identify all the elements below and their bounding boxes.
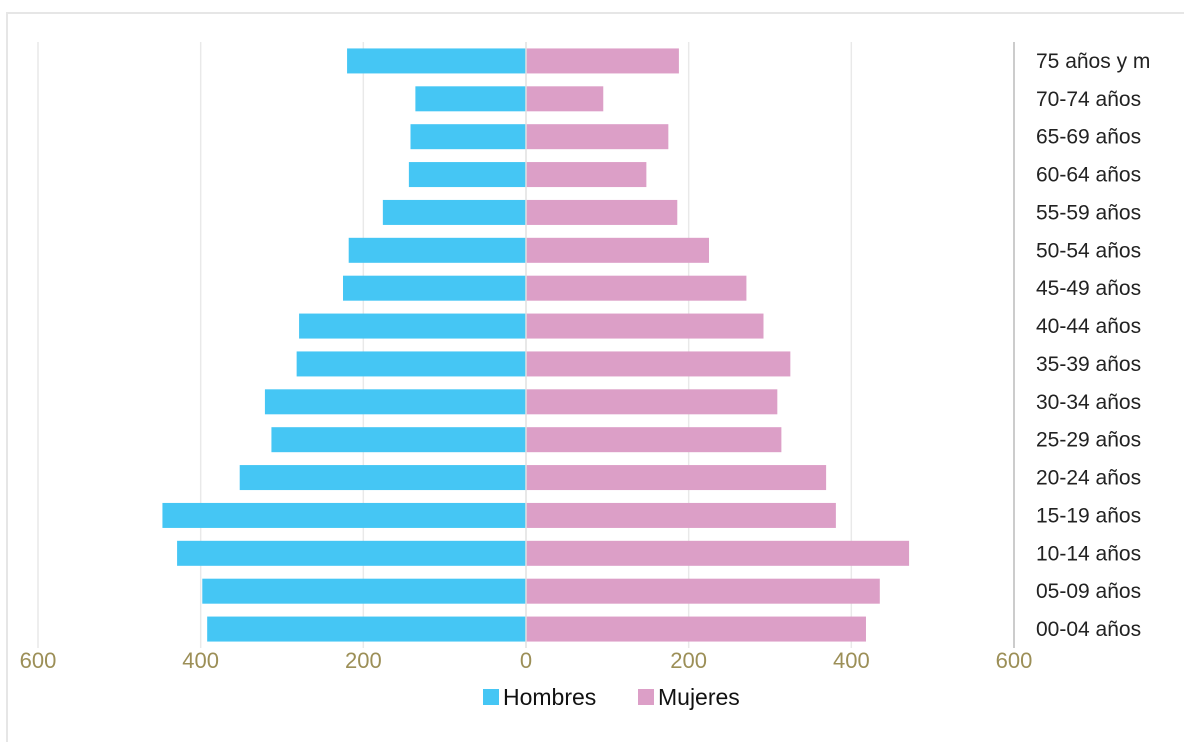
bar-mujeres: [526, 199, 678, 225]
bar-mujeres: [526, 578, 880, 604]
x-tick-label: 600: [20, 648, 57, 673]
category-label: 75 años y m: [1036, 50, 1150, 73]
category-label: 25-29 años: [1036, 429, 1141, 452]
legend-label-mujeres: Mujeres: [658, 684, 740, 710]
bar-mujeres: [526, 540, 910, 566]
bar-hombres: [382, 199, 526, 225]
bar-mujeres: [526, 389, 778, 415]
bar-hombres: [162, 502, 526, 528]
x-tick-label: 200: [670, 648, 707, 673]
category-label: 65-69 años: [1036, 126, 1141, 149]
category-label: 15-19 años: [1036, 504, 1141, 527]
bar-hombres: [299, 313, 526, 339]
bar-mujeres: [526, 313, 764, 339]
bar-hombres: [408, 162, 526, 188]
category-label: 35-39 años: [1036, 353, 1141, 376]
bar-hombres: [296, 351, 526, 377]
category-label: 40-44 años: [1036, 315, 1141, 338]
bar-hombres: [271, 427, 526, 453]
bar-mujeres: [526, 616, 866, 642]
category-label: 60-64 años: [1036, 164, 1141, 187]
bar-mujeres: [526, 427, 782, 453]
bar-hombres: [264, 389, 526, 415]
category-label: 55-59 años: [1036, 201, 1141, 224]
bar-mujeres: [526, 275, 747, 301]
bar-hombres: [348, 237, 526, 263]
category-label: 10-14 años: [1036, 542, 1141, 565]
bar-hombres: [177, 540, 526, 566]
category-label: 70-74 años: [1036, 88, 1141, 111]
legend-label-hombres: Hombres: [503, 684, 596, 710]
category-label: 05-09 años: [1036, 580, 1141, 603]
x-tick-label: 400: [182, 648, 219, 673]
x-tick-label: 400: [833, 648, 870, 673]
bar-mujeres: [526, 124, 669, 150]
category-label: 45-49 años: [1036, 277, 1141, 300]
legend-swatch-hombres: [483, 689, 499, 705]
bar-hombres: [410, 124, 526, 150]
x-tick-label: 600: [996, 648, 1033, 673]
bar-hombres: [347, 48, 526, 74]
x-tick-label: 200: [345, 648, 382, 673]
legend-swatch-mujeres: [638, 689, 654, 705]
chart-frame: [6, 12, 1184, 742]
bar-hombres: [202, 578, 526, 604]
x-tick-label: 0: [520, 648, 532, 673]
bar-hombres: [239, 465, 526, 491]
category-label: 50-54 años: [1036, 239, 1141, 262]
bar-hombres: [207, 616, 526, 642]
bar-mujeres: [526, 237, 709, 263]
category-label: 00-04 años: [1036, 618, 1141, 641]
bar-mujeres: [526, 86, 604, 112]
bar-hombres: [343, 275, 526, 301]
bar-mujeres: [526, 502, 836, 528]
category-label: 30-34 años: [1036, 391, 1141, 414]
bar-mujeres: [526, 162, 647, 188]
bar-mujeres: [526, 465, 827, 491]
bar-mujeres: [526, 48, 679, 74]
bar-hombres: [415, 86, 526, 112]
bar-mujeres: [526, 351, 791, 377]
category-label: 20-24 años: [1036, 467, 1141, 490]
